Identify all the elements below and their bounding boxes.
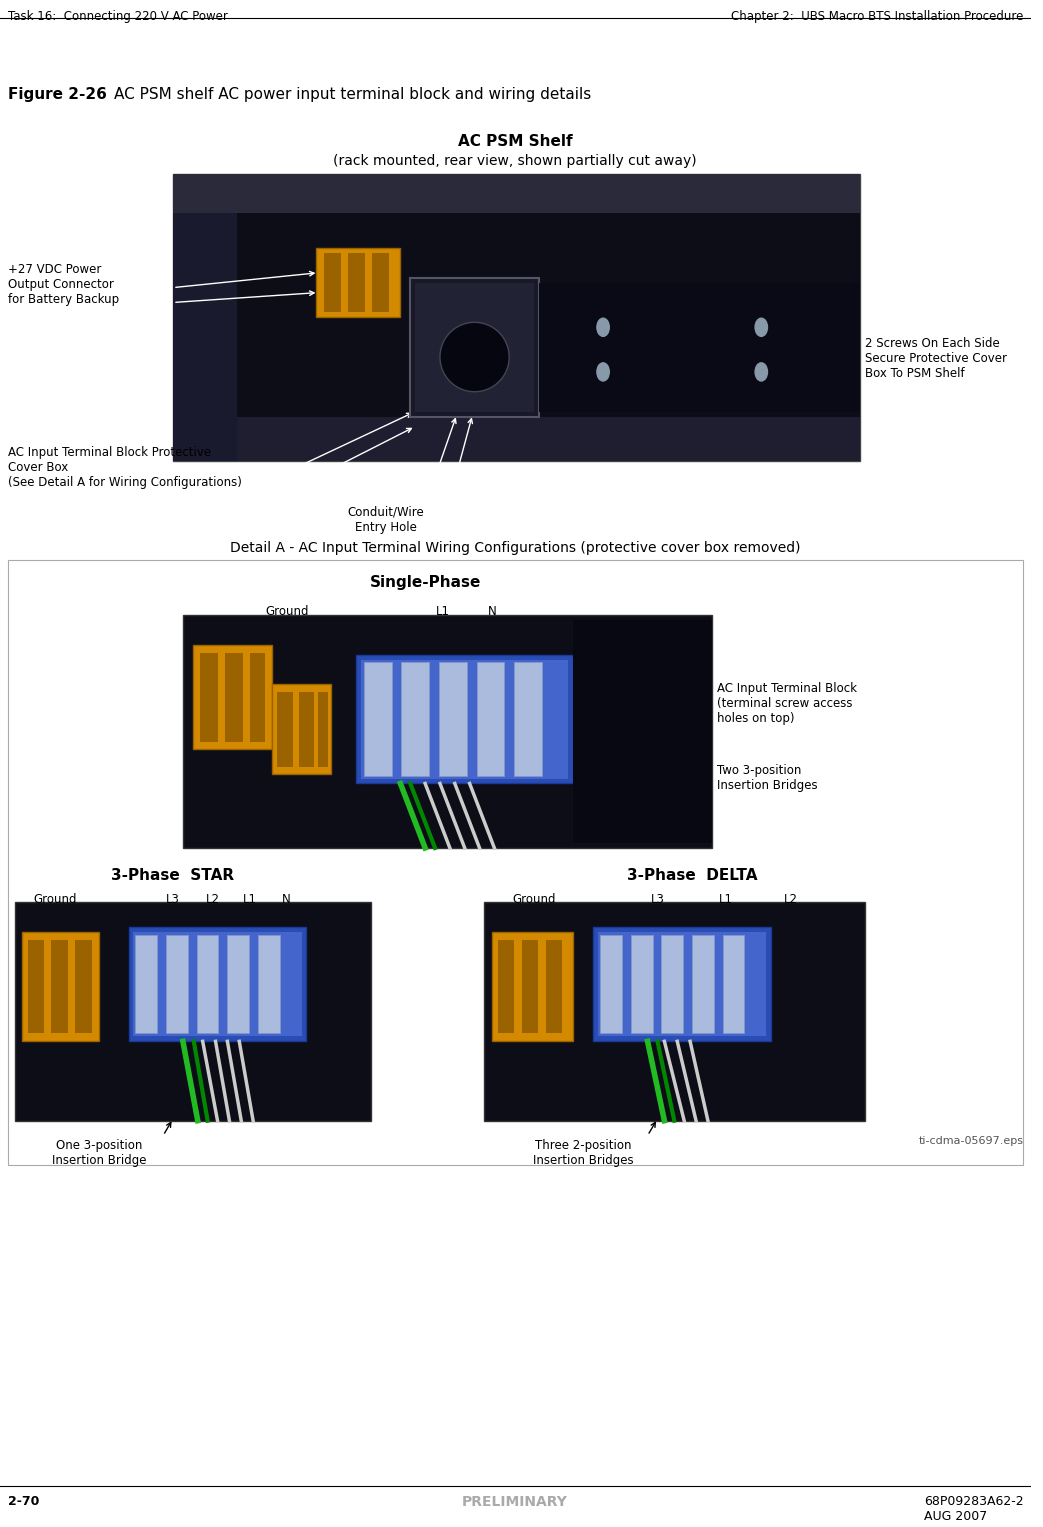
- Text: Figure 2-26: Figure 2-26: [8, 87, 106, 102]
- Bar: [193, 644, 272, 748]
- Text: 3-Phase  DELTA: 3-Phase DELTA: [627, 867, 757, 883]
- Bar: [298, 692, 314, 767]
- Bar: [593, 927, 771, 1041]
- Bar: [600, 935, 622, 1034]
- Text: ti-cdma-05697.eps: ti-cdma-05697.eps: [918, 1136, 1023, 1145]
- Bar: [477, 663, 504, 776]
- Text: Chapter 2:  UBS Macro BTS Installation Procedure: Chapter 2: UBS Macro BTS Installation Pr…: [731, 9, 1023, 23]
- Bar: [318, 692, 329, 767]
- Bar: [173, 214, 860, 461]
- Text: L1: L1: [719, 893, 732, 906]
- Bar: [415, 282, 534, 412]
- Bar: [661, 935, 683, 1034]
- Bar: [631, 935, 653, 1034]
- Text: 2-70: 2-70: [8, 1495, 40, 1507]
- Bar: [166, 935, 188, 1034]
- Bar: [28, 941, 45, 1034]
- Text: 68P09283A62-2
AUG 2007: 68P09283A62-2 AUG 2007: [924, 1495, 1023, 1522]
- Bar: [324, 253, 341, 313]
- Bar: [492, 933, 574, 1041]
- Bar: [22, 933, 99, 1041]
- Bar: [199, 652, 218, 742]
- Bar: [539, 282, 860, 412]
- Bar: [173, 417, 860, 461]
- Text: 3-Phase  STAR: 3-Phase STAR: [112, 867, 235, 883]
- Bar: [173, 214, 238, 461]
- Polygon shape: [440, 322, 509, 392]
- Text: +27 VDC Power
Output Connector
for Battery Backup: +27 VDC Power Output Connector for Batte…: [8, 263, 119, 305]
- Text: AC PSM shelf AC power input terminal block and wiring details: AC PSM shelf AC power input terminal blo…: [114, 87, 591, 102]
- Bar: [276, 692, 293, 767]
- Bar: [258, 935, 280, 1034]
- Text: N: N: [488, 605, 496, 618]
- Bar: [598, 933, 767, 1037]
- Text: AC Input Terminal Block Protective
Cover Box
(See Detail A for Wiring Configurat: AC Input Terminal Block Protective Cover…: [8, 446, 242, 489]
- Text: One 3-position
Insertion Bridge: One 3-position Insertion Bridge: [51, 1139, 146, 1167]
- Circle shape: [597, 363, 609, 382]
- Text: Task 16:  Connecting 220 V AC Power: Task 16: Connecting 220 V AC Power: [8, 9, 227, 23]
- Text: L2: L2: [784, 893, 798, 906]
- Bar: [51, 941, 68, 1034]
- Text: L3: L3: [651, 893, 664, 906]
- Bar: [75, 941, 92, 1034]
- Bar: [723, 935, 745, 1034]
- Text: Ground: Ground: [265, 605, 309, 618]
- Bar: [183, 615, 712, 847]
- Bar: [15, 902, 370, 1121]
- Bar: [484, 902, 865, 1121]
- Text: 2 Screws On Each Side
Secure Protective Cover
Box To PSM Shelf: 2 Screws On Each Side Secure Protective …: [865, 337, 1008, 380]
- Text: Detail A - AC Input Terminal Wiring Configurations (protective cover box removed: Detail A - AC Input Terminal Wiring Conf…: [229, 541, 800, 554]
- Text: Ground: Ground: [512, 893, 556, 906]
- Circle shape: [755, 363, 768, 382]
- Text: PRELIMINARY: PRELIMINARY: [462, 1495, 568, 1509]
- FancyBboxPatch shape: [8, 560, 1023, 1165]
- Bar: [371, 253, 389, 313]
- Bar: [364, 663, 391, 776]
- Circle shape: [597, 318, 609, 336]
- Bar: [574, 620, 712, 843]
- Text: L1: L1: [243, 893, 258, 906]
- Text: Single-Phase: Single-Phase: [369, 576, 481, 591]
- Bar: [514, 663, 541, 776]
- Bar: [250, 652, 265, 742]
- Bar: [402, 663, 429, 776]
- Text: L1: L1: [436, 605, 450, 618]
- Bar: [361, 660, 568, 779]
- Text: AC PSM Shelf: AC PSM Shelf: [458, 134, 573, 150]
- Text: (rack mounted, rear view, shown partially cut away): (rack mounted, rear view, shown partiall…: [334, 154, 697, 168]
- Text: AC Input Terminal Block
(terminal screw access
holes on top): AC Input Terminal Block (terminal screw …: [717, 683, 856, 725]
- Bar: [173, 174, 860, 461]
- Bar: [227, 935, 249, 1034]
- Bar: [439, 663, 466, 776]
- Text: L3: L3: [166, 893, 180, 906]
- Bar: [136, 935, 157, 1034]
- Bar: [356, 655, 574, 783]
- Bar: [272, 684, 332, 774]
- Bar: [545, 941, 561, 1034]
- Bar: [128, 927, 307, 1041]
- Bar: [693, 935, 713, 1034]
- Bar: [523, 941, 538, 1034]
- Circle shape: [755, 318, 768, 336]
- Text: Three 2-position
Insertion Bridges: Three 2-position Insertion Bridges: [533, 1139, 634, 1167]
- Text: L2: L2: [205, 893, 220, 906]
- Bar: [134, 933, 301, 1037]
- Bar: [173, 174, 860, 214]
- Bar: [410, 278, 539, 417]
- Bar: [316, 247, 401, 318]
- Text: Ground: Ground: [33, 893, 77, 906]
- Bar: [225, 652, 243, 742]
- Text: Conduit/Wire
Entry Hole: Conduit/Wire Entry Hole: [347, 505, 423, 534]
- Bar: [348, 253, 365, 313]
- Text: N: N: [283, 893, 291, 906]
- Bar: [499, 941, 514, 1034]
- Text: Two 3-position
Insertion Bridges: Two 3-position Insertion Bridges: [717, 764, 818, 791]
- Bar: [197, 935, 218, 1034]
